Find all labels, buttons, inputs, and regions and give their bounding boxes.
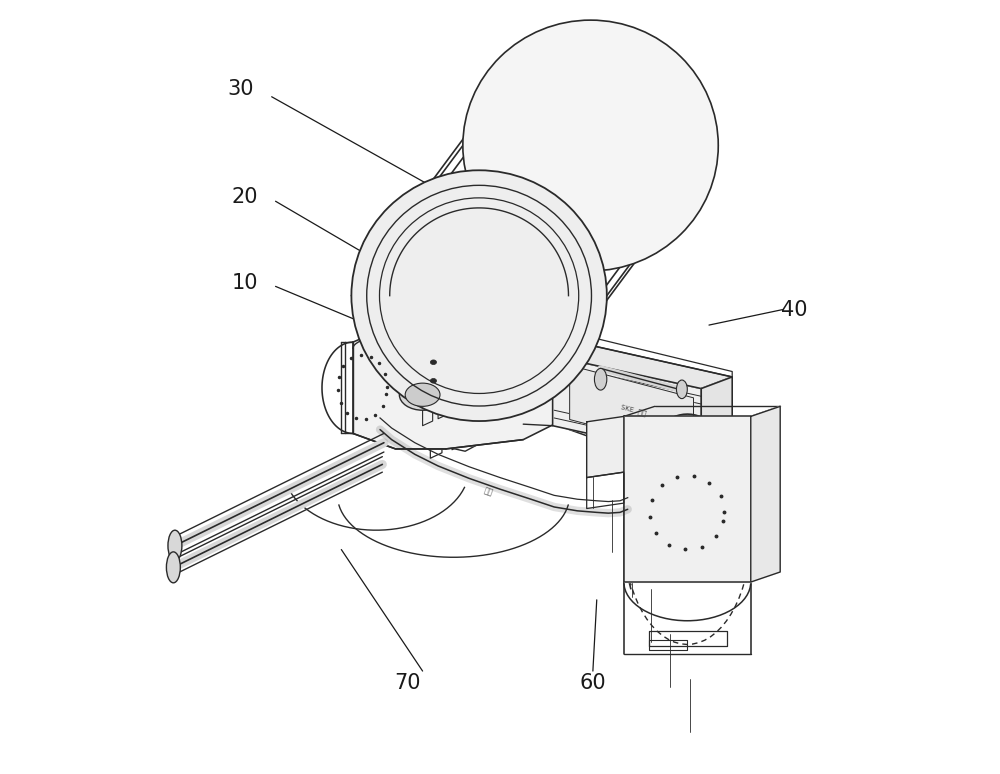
Ellipse shape	[676, 380, 687, 399]
Polygon shape	[553, 344, 732, 389]
Text: 70: 70	[394, 673, 420, 693]
Ellipse shape	[463, 20, 718, 271]
Ellipse shape	[594, 368, 607, 390]
Polygon shape	[481, 307, 523, 420]
Polygon shape	[353, 327, 554, 449]
Ellipse shape	[351, 170, 607, 421]
Polygon shape	[624, 416, 751, 582]
Polygon shape	[711, 385, 721, 396]
Text: 40: 40	[781, 300, 807, 320]
Polygon shape	[443, 358, 457, 385]
Polygon shape	[421, 307, 523, 348]
Ellipse shape	[405, 383, 440, 406]
Ellipse shape	[166, 552, 180, 583]
Ellipse shape	[430, 360, 437, 365]
Ellipse shape	[168, 530, 182, 561]
Polygon shape	[421, 307, 481, 441]
Text: 10: 10	[231, 272, 258, 293]
Text: 20: 20	[231, 187, 258, 207]
Text: 图案: 图案	[483, 485, 494, 498]
Ellipse shape	[430, 378, 437, 383]
Polygon shape	[434, 330, 447, 354]
Polygon shape	[587, 416, 624, 478]
Polygon shape	[553, 356, 701, 458]
Polygon shape	[701, 377, 732, 458]
Polygon shape	[428, 365, 440, 393]
Polygon shape	[751, 406, 780, 582]
Ellipse shape	[399, 379, 446, 410]
Polygon shape	[570, 365, 694, 452]
Text: 60: 60	[580, 673, 606, 693]
Text: 30: 30	[227, 79, 254, 99]
Text: SKE 图案: SKE 图案	[620, 403, 647, 417]
